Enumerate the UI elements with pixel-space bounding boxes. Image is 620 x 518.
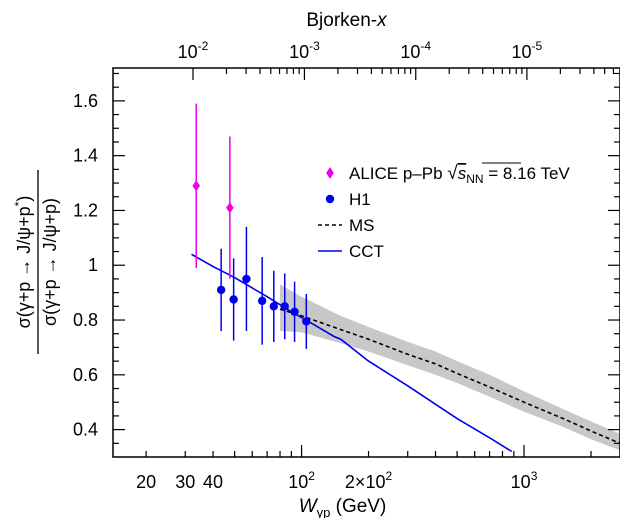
alice-point-0 [192,180,201,192]
top-tick-label-1: 10-3 [289,39,320,62]
h1-point-6 [290,307,299,317]
legend-alice-label: ALICE p–Pb √sNN = 8.16 TeV [349,163,570,186]
y-axis-title: σ(γ+p → J/ψ+p*) σ(γ+p → J/ψ+p) [12,170,60,354]
y-tick-label-2: 0.8 [73,310,98,330]
legend: ALICE p–Pb √sNN = 8.16 TeV H1 MS CCT [318,162,570,261]
legend-ms-label: MS [349,216,375,235]
y-tick-label-0: 0.4 [73,420,98,440]
x-tick-label-3: 102 [288,469,315,492]
ms-uncertainty-band [280,284,620,451]
y-tick-label-5: 1.4 [73,146,98,166]
top-tick-label-3: 10-5 [512,39,543,62]
plot-frame [112,67,620,458]
h1-point-7 [302,317,311,326]
legend-alice-marker [326,167,334,179]
cct-line [191,253,513,453]
top-tick-label-0: 10-2 [178,39,209,62]
h1-point-5 [280,302,289,311]
h1-point-2 [242,274,251,284]
y-axis-denominator: σ(γ+p → J/ψ+p) [40,198,60,326]
legend-h1-label: H1 [349,190,371,209]
x-tick-label-2: 40 [203,472,223,492]
ms-line [279,308,620,445]
x-tick-label-1: 30 [175,472,195,492]
h1-point-3 [257,296,267,306]
top-axis-title: Bjorken-x [306,10,388,31]
legend-cct-label: CCT [349,242,384,261]
h1-point-0 [216,285,226,295]
x-tick-label-5: 103 [511,469,538,492]
y-tick-label-4: 1.2 [73,200,98,220]
y-axis-numerator: σ(γ+p → J/ψ+p*) [12,196,34,329]
data-points-layer [192,103,311,349]
x-axis-title: Wγp (GeV) [299,496,387,518]
x-tick-label-4: 2×102 [345,469,393,492]
uncertainty-band-layer [280,284,620,451]
alice-point-1 [226,202,234,214]
y-tick-label-1: 0.6 [73,365,98,385]
model-lines-layer [191,253,620,453]
x-tick-label-0: 20 [136,472,156,492]
h1-point-4 [269,302,278,311]
y-tick-label-3: 1 [88,255,98,275]
y-tick-label-6: 1.6 [73,91,98,111]
legend-h1-marker [325,194,335,204]
top-tick-label-2: 10-4 [400,39,431,62]
h1-point-1 [229,295,238,304]
